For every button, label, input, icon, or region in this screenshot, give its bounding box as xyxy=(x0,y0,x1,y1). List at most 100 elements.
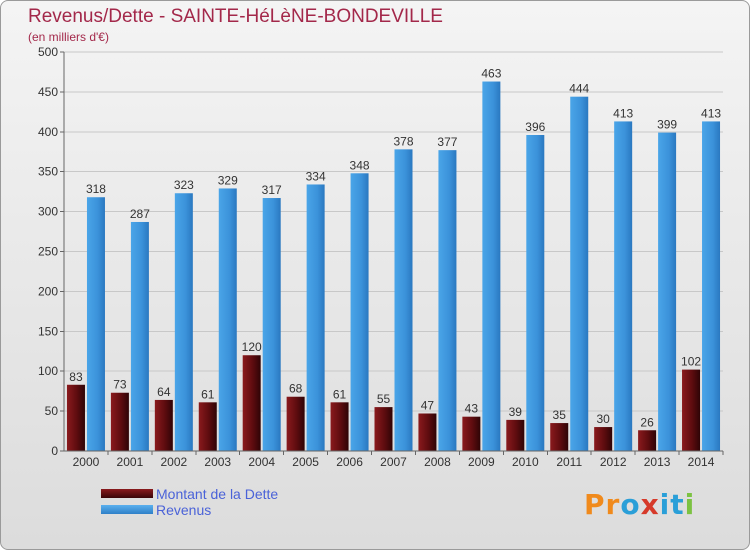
bar-debt xyxy=(506,419,525,451)
y-tick-label: 450 xyxy=(38,85,58,99)
data-label-debt: 73 xyxy=(113,378,127,392)
x-tick-label: 2012 xyxy=(600,455,627,469)
data-label-revenus: 323 xyxy=(174,178,194,192)
y-tick-label: 250 xyxy=(38,245,58,259)
legend-swatch-debt xyxy=(101,489,153,498)
chart-title: Revenus/Dette - SAINTE-HéLèNE-BONDEVILLE xyxy=(28,6,443,27)
y-tick-label: 350 xyxy=(38,165,58,179)
legend-label-revenus: Revenus xyxy=(156,502,212,518)
bar-debt xyxy=(110,392,129,451)
data-label-revenus: 329 xyxy=(218,173,238,187)
bar-debt xyxy=(154,399,173,451)
bar-debt xyxy=(374,407,393,451)
data-label-debt: 26 xyxy=(640,415,654,429)
x-tick-label: 2003 xyxy=(204,455,231,469)
bar-debt xyxy=(242,355,261,451)
logo-letter: x xyxy=(640,488,660,521)
legend-swatch-revenus xyxy=(101,505,153,514)
data-label-debt: 43 xyxy=(465,402,479,416)
x-tick-label: 2006 xyxy=(336,455,363,469)
data-label-revenus: 348 xyxy=(350,158,370,172)
data-label-debt: 83 xyxy=(69,370,83,384)
data-label-revenus: 334 xyxy=(306,169,326,183)
y-tick-label: 200 xyxy=(38,284,58,298)
bar-debt xyxy=(638,430,657,451)
logo-letter: r xyxy=(605,488,621,521)
bar-revenus xyxy=(218,188,237,451)
chart-subtitle: (en milliers d'€) xyxy=(28,30,109,44)
bar-debt xyxy=(198,402,217,451)
data-label-revenus: 378 xyxy=(393,134,413,148)
bar-revenus xyxy=(306,184,325,451)
bar-debt xyxy=(66,384,85,451)
bar-revenus xyxy=(526,134,545,451)
data-label-debt: 68 xyxy=(289,382,303,396)
bar-revenus xyxy=(614,121,633,452)
data-label-debt: 55 xyxy=(377,392,391,406)
x-tick-label: 2009 xyxy=(468,455,495,469)
data-label-revenus: 287 xyxy=(130,207,150,221)
y-tick-label: 150 xyxy=(38,324,58,338)
x-tick-label: 2013 xyxy=(644,455,671,469)
bar-debt xyxy=(418,413,437,451)
data-label-revenus: 413 xyxy=(613,106,633,120)
data-label-revenus: 413 xyxy=(701,106,721,120)
bar-revenus xyxy=(130,221,149,451)
data-label-debt: 30 xyxy=(596,412,610,426)
logo-letter: i xyxy=(684,488,696,521)
y-tick-label: 0 xyxy=(51,444,58,458)
proxiti-logo: Proxiti xyxy=(584,488,695,521)
y-tick-label: 100 xyxy=(38,364,58,378)
bar-debt xyxy=(682,369,701,451)
bar-revenus xyxy=(482,81,501,451)
y-tick-label: 500 xyxy=(38,45,58,59)
x-tick-label: 2007 xyxy=(380,455,407,469)
x-tick-label: 2000 xyxy=(73,455,100,469)
x-tick-label: 2010 xyxy=(512,455,539,469)
legend-label-debt: Montant de la Dette xyxy=(156,486,279,502)
x-tick-label: 2001 xyxy=(117,455,144,469)
data-label-debt: 64 xyxy=(157,385,171,399)
data-label-debt: 47 xyxy=(421,398,435,412)
logo-letter: P xyxy=(584,488,606,521)
x-tick-label: 2005 xyxy=(292,455,319,469)
x-tick-label: 2004 xyxy=(248,455,275,469)
bar-revenus xyxy=(86,197,105,451)
y-tick-label: 50 xyxy=(45,404,59,418)
data-label-debt: 102 xyxy=(681,355,701,369)
data-label-revenus: 444 xyxy=(569,82,589,96)
data-label-debt: 61 xyxy=(201,387,215,401)
bar-debt xyxy=(594,427,613,451)
bar-debt xyxy=(462,416,481,451)
bar-revenus xyxy=(262,198,281,451)
data-label-debt: 61 xyxy=(333,387,347,401)
bar-revenus xyxy=(350,173,369,451)
logo-letter: o xyxy=(620,488,641,521)
x-tick-label: 2002 xyxy=(160,455,187,469)
data-label-revenus: 396 xyxy=(525,120,545,134)
logo-letter: t xyxy=(670,488,685,521)
bar-debt xyxy=(286,396,305,451)
data-label-revenus: 318 xyxy=(86,182,106,196)
data-label-revenus: 463 xyxy=(481,67,501,81)
data-label-debt: 39 xyxy=(509,405,523,419)
data-label-debt: 35 xyxy=(553,408,567,422)
bar-revenus xyxy=(394,149,413,451)
data-label-revenus: 317 xyxy=(262,183,282,197)
data-label-revenus: 399 xyxy=(657,118,677,132)
data-label-debt: 120 xyxy=(242,340,262,354)
bar-revenus xyxy=(658,132,677,451)
y-tick-label: 400 xyxy=(38,125,58,139)
bar-revenus xyxy=(438,150,457,452)
bar-debt xyxy=(330,402,349,451)
bar-revenus xyxy=(702,121,721,452)
bar-revenus xyxy=(570,96,589,452)
x-tick-label: 2011 xyxy=(556,455,582,469)
bar-debt xyxy=(550,423,569,451)
y-tick-label: 300 xyxy=(38,205,58,219)
bar-revenus xyxy=(174,193,193,451)
data-label-revenus: 377 xyxy=(437,135,457,149)
logo-letter: i xyxy=(659,488,671,521)
